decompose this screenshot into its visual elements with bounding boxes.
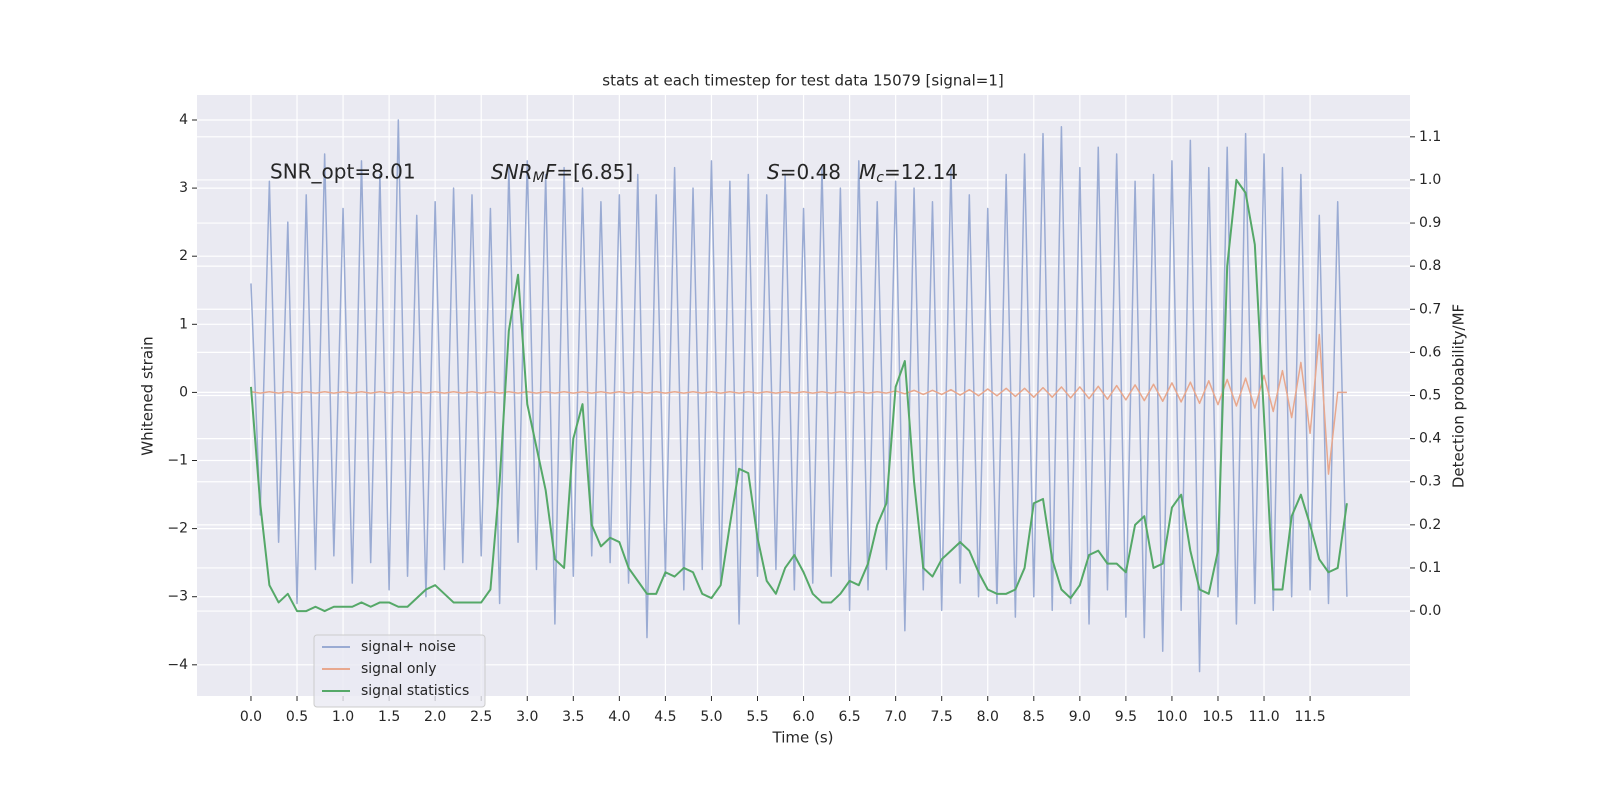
x-tick-label: 2.5 bbox=[470, 709, 492, 725]
y2-tick-label: 1.0 bbox=[1419, 172, 1441, 188]
annotation: SNR_opt=8.01 bbox=[270, 160, 416, 184]
x-tick-label: 6.0 bbox=[792, 709, 814, 725]
x-tick-label: 9.5 bbox=[1115, 709, 1137, 725]
y2-tick-label: 0.7 bbox=[1419, 301, 1441, 317]
series-line bbox=[250, 119, 1348, 673]
axes: 0.0 0.5 1.0 1.5 2.0 2.5 3.0 3.5 4.0 4.5 5.0 5.5 6.0 6… bbox=[167, 112, 1441, 725]
x-tick-label: 1.0 bbox=[332, 709, 354, 725]
y-tick-label: −1 bbox=[167, 453, 188, 469]
y2-tick-label: 0.5 bbox=[1419, 388, 1441, 404]
legend-label: signal only bbox=[361, 661, 436, 677]
y-tick-label: 2 bbox=[179, 248, 188, 264]
y2-tick-label: 0.0 bbox=[1419, 603, 1441, 619]
series-line bbox=[249, 178, 1348, 613]
x-tick-label: 0.5 bbox=[286, 709, 308, 725]
series-line bbox=[250, 333, 1347, 475]
x-tick-label: 7.5 bbox=[931, 709, 953, 725]
x-tick-label: 0.0 bbox=[240, 709, 262, 725]
y2-tick-label: 0.8 bbox=[1419, 258, 1441, 274]
x-tick-label: 9.0 bbox=[1069, 709, 1091, 725]
x-tick-label: 2.0 bbox=[424, 709, 446, 725]
marks bbox=[249, 119, 1348, 673]
annotation: SNRMF=[6.85] bbox=[491, 160, 633, 187]
legend-label: signal+ noise bbox=[361, 639, 456, 655]
x-tick-label: 5.5 bbox=[746, 709, 768, 725]
y2-tick-label: 0.1 bbox=[1419, 560, 1441, 576]
x-axis-label: Time (s) bbox=[772, 729, 834, 747]
y2-tick-label: 0.4 bbox=[1419, 431, 1441, 447]
legend-label: signal statistics bbox=[361, 683, 469, 699]
x-tick-label: 8.5 bbox=[1023, 709, 1045, 725]
y2-tick-label: 0.3 bbox=[1419, 474, 1441, 490]
y-tick-label: −3 bbox=[167, 589, 188, 605]
y2-tick-label: 0.9 bbox=[1419, 215, 1441, 231]
y-axis-label: Whitened strain bbox=[139, 336, 157, 455]
annotation: Mc=12.14 bbox=[859, 160, 958, 187]
x-tick-label: 10.5 bbox=[1202, 709, 1233, 725]
y2-tick-label: 0.6 bbox=[1419, 344, 1441, 360]
y-tick-label: 4 bbox=[179, 112, 188, 128]
y-tick-label: 1 bbox=[179, 316, 188, 332]
x-tick-label: 6.5 bbox=[838, 709, 860, 725]
y2-axis-label: Detection probability/MF bbox=[1450, 304, 1468, 488]
x-tick-label: 4.0 bbox=[608, 709, 630, 725]
annotations: SNR_opt=8.01 SNRMF=[6.85] S=0.48 Mc=12.14 bbox=[270, 160, 958, 187]
x-tick-label: 7.0 bbox=[885, 709, 907, 725]
x-tick-label: 11.5 bbox=[1294, 709, 1325, 725]
y-tick-label: 3 bbox=[179, 180, 188, 196]
x-tick-label: 4.5 bbox=[654, 709, 676, 725]
y2-tick-label: 0.2 bbox=[1419, 517, 1441, 533]
x-tick-label: 3.0 bbox=[516, 709, 538, 725]
x-tick-label: 11.0 bbox=[1248, 709, 1279, 725]
legend-frame bbox=[313, 634, 486, 708]
y-tick-label: −2 bbox=[167, 521, 188, 537]
annotation: S=0.48 bbox=[767, 160, 841, 184]
y-tick-label: 0 bbox=[179, 384, 188, 400]
x-tick-label: 3.5 bbox=[562, 709, 584, 725]
x-tick-label: 8.0 bbox=[977, 709, 999, 725]
legend: signal+ noise signal only signal statistic… bbox=[313, 634, 486, 708]
y2-tick-label: 1.1 bbox=[1419, 129, 1441, 145]
x-tick-label: 10.0 bbox=[1156, 709, 1187, 725]
x-tick-label: 1.5 bbox=[378, 709, 400, 725]
chart-title: stats at each timestep for test data 150… bbox=[602, 72, 1003, 90]
y-tick-label: −4 bbox=[167, 657, 188, 673]
x-tick-label: 5.0 bbox=[700, 709, 722, 725]
